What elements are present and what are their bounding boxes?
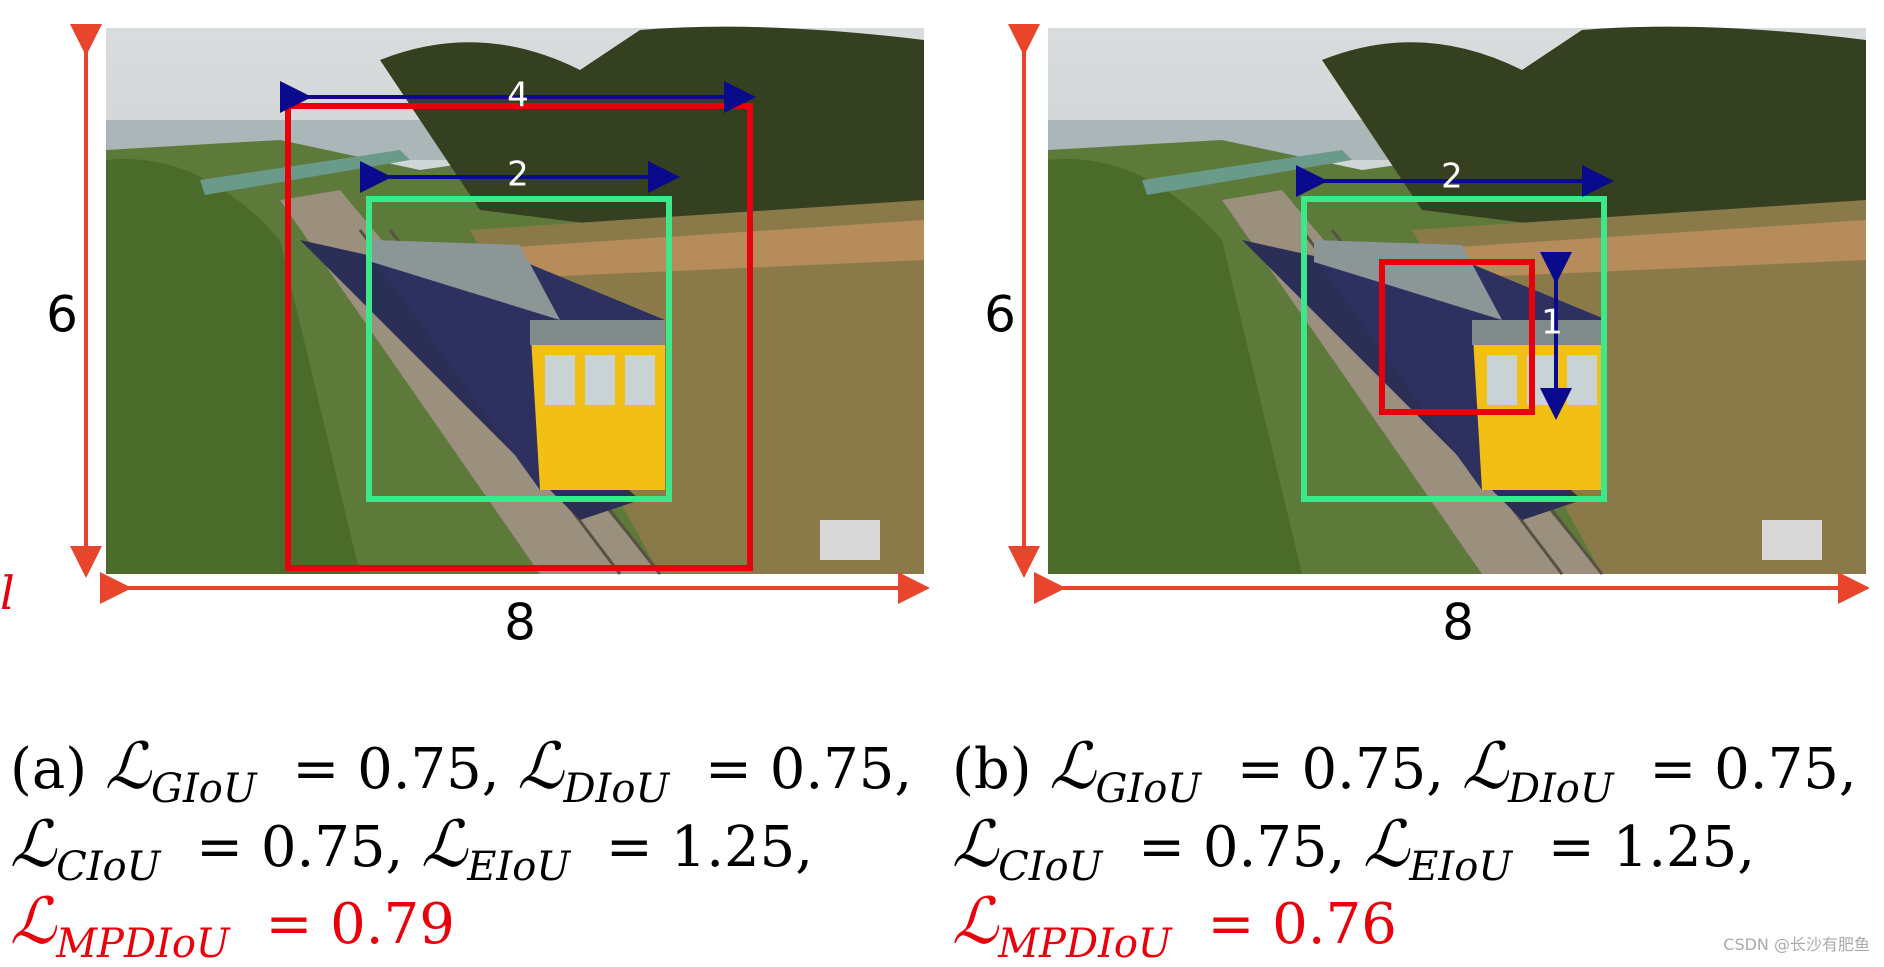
height-label: 6 [46, 286, 78, 344]
loss-subscript: MPDIoU [998, 921, 1172, 967]
width-label: 8 [1442, 594, 1474, 652]
ground-truth-box [366, 196, 672, 502]
train-photo [1048, 26, 1866, 575]
eiou-value: = 1.25, [1547, 815, 1756, 880]
panel-b: 2 1 6 8 (b) ℒGIoU = 0.75, ℒDIoU = 0.75, … [942, 0, 1884, 964]
train-photo [106, 26, 924, 575]
loss-symbol: ℒ [1461, 730, 1508, 804]
caption-line-2: ℒCIoU = 0.75, ℒEIoU = 1.25, [952, 813, 1756, 887]
cut-off-glyph: l [0, 566, 15, 620]
caption-line-3: ℒMPDIoU = 0.76 [952, 890, 1397, 964]
loss-subscript: EIoU [467, 844, 571, 890]
panel-a: 4 2 6 8 (a) ℒGIoU = 0.75, ℒDIoU = 0.75, … [0, 0, 942, 964]
loss-subscript: GIoU [1095, 766, 1201, 812]
ciou-value: = 0.75, [1138, 815, 1346, 880]
predicted-box [1379, 259, 1535, 415]
loss-symbol: ℒ [952, 885, 999, 959]
loss-symbol: ℒ [952, 808, 999, 882]
loss-subscript: EIoU [1409, 844, 1513, 890]
loss-subscript: DIoU [1507, 766, 1614, 812]
loss-symbol: ℒ [517, 730, 564, 804]
diou-value: = 0.75, [1649, 737, 1857, 802]
loss-symbol: ℒ [10, 808, 57, 882]
height-label: 6 [984, 286, 1016, 344]
loss-subscript: CIoU [56, 844, 161, 890]
caption-line-1: (a) ℒGIoU = 0.75, ℒDIoU = 0.75, [10, 735, 913, 809]
ciou-value: = 0.75, [196, 815, 404, 880]
caption-line-1: (b) ℒGIoU = 0.75, ℒDIoU = 0.75, [952, 735, 1857, 809]
loss-symbol: ℒ [104, 730, 151, 804]
eiou-value: = 1.25, [605, 815, 814, 880]
caption-tag: (b) [952, 737, 1032, 802]
caption-line-3: ℒMPDIoU = 0.79 [10, 890, 455, 964]
mpdiou-value: = 0.76 [1207, 892, 1397, 957]
green-box-width-label: 2 [507, 155, 529, 195]
green-box-width-label: 2 [1441, 157, 1463, 197]
loss-subscript: CIoU [998, 844, 1103, 890]
loss-symbol: ℒ [1049, 730, 1096, 804]
red-box-width-label: 4 [507, 76, 529, 116]
figure-a: 4 2 6 8 [46, 24, 930, 652]
loss-subscript: GIoU [151, 766, 257, 812]
watermark: CSDN @长沙有肥鱼 [1723, 935, 1870, 954]
caption-line-2: ℒCIoU = 0.75, ℒEIoU = 1.25, [10, 813, 814, 887]
width-label: 8 [504, 594, 536, 652]
giou-value: = 0.75, [292, 737, 500, 802]
loss-subscript: MPDIoU [56, 921, 230, 967]
diou-value: = 0.75, [704, 737, 913, 802]
red-box-height-label: 1 [1541, 303, 1563, 343]
loss-subscript: DIoU [563, 766, 670, 812]
figure-b: 2 1 6 8 [984, 24, 1870, 652]
loss-symbol: ℒ [1363, 808, 1410, 882]
mpdiou-value: = 0.79 [265, 892, 455, 957]
ground-truth-box [1301, 196, 1607, 502]
loss-symbol: ℒ [421, 808, 468, 882]
giou-value: = 0.75, [1236, 737, 1445, 802]
caption-tag: (a) [10, 737, 88, 802]
loss-symbol: ℒ [10, 885, 57, 959]
